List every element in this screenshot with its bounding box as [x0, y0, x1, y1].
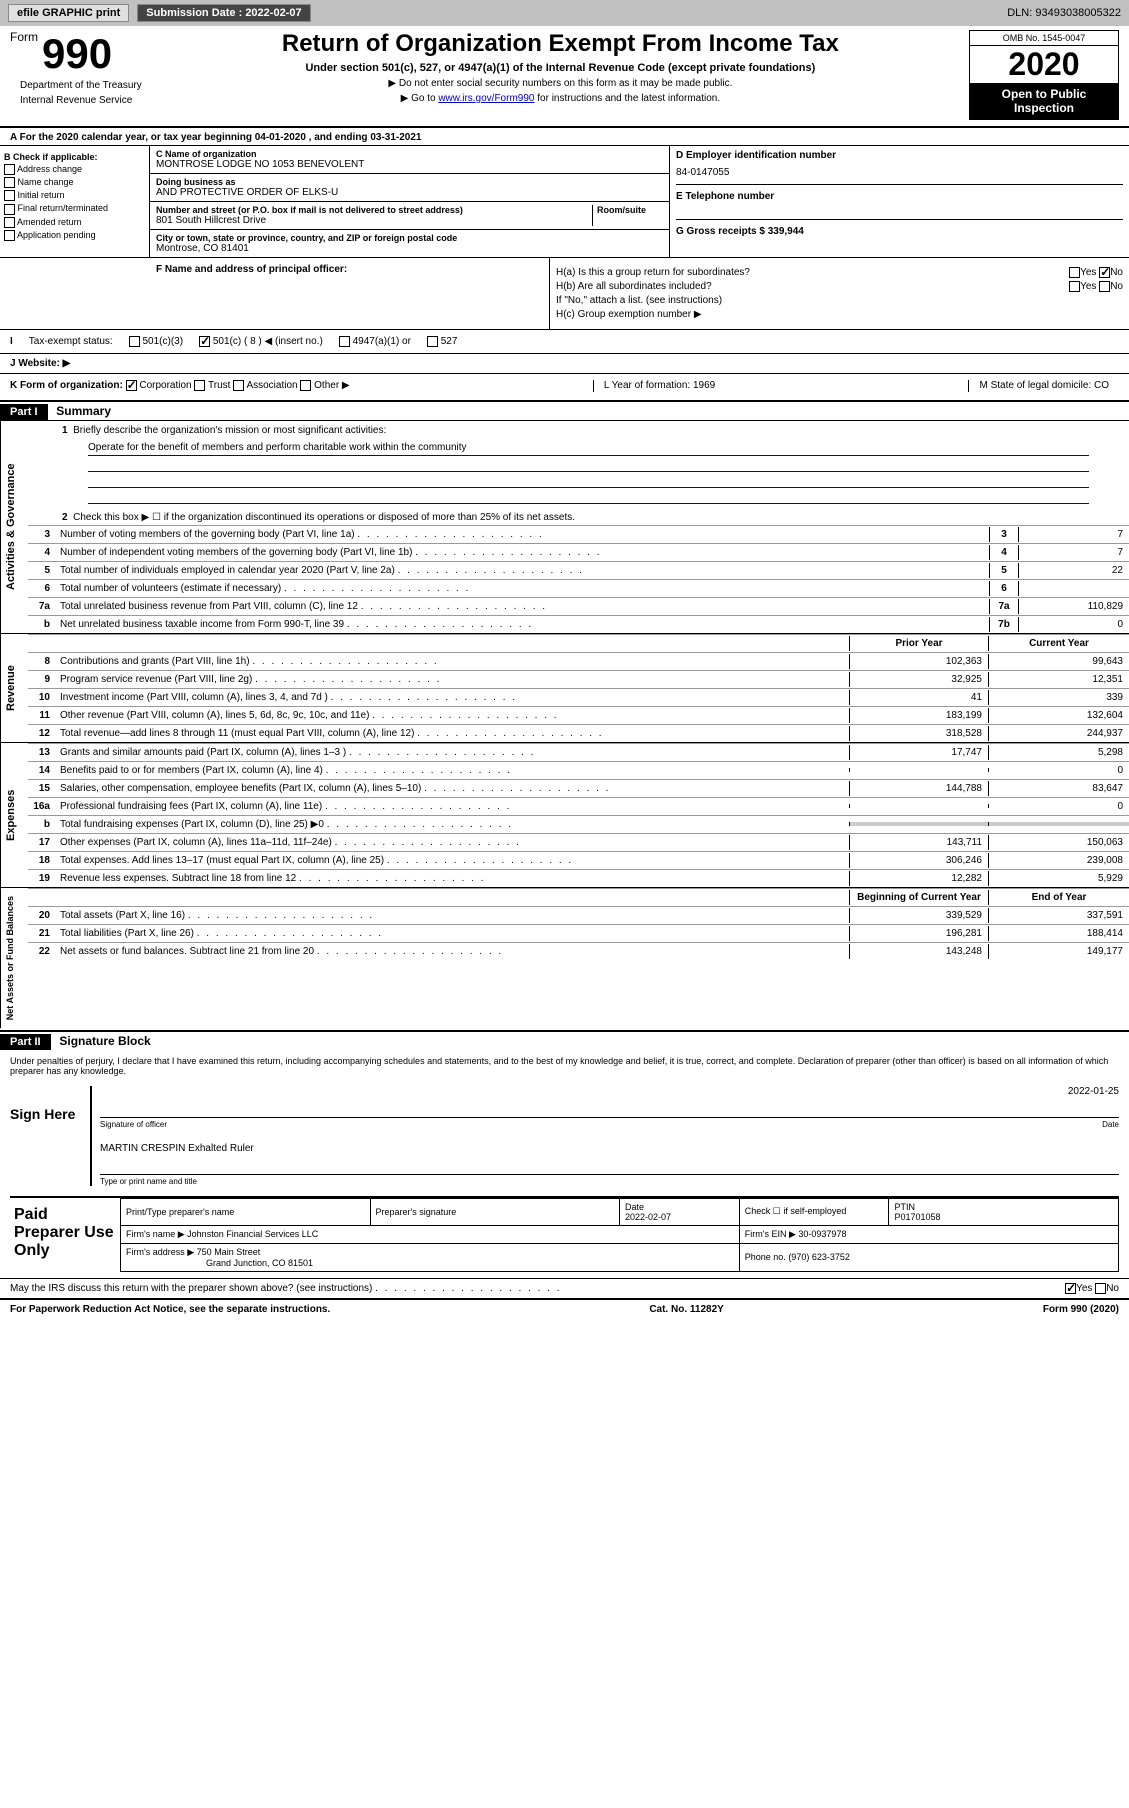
omb-number: OMB No. 1545-0047 [970, 31, 1118, 46]
address: 801 South Hillcrest Drive [156, 215, 266, 226]
net-line: 22Net assets or fund balances. Subtract … [28, 942, 1129, 960]
dln-label: DLN: 93493038005322 [1007, 7, 1121, 19]
expense-line: 15Salaries, other compensation, employee… [28, 779, 1129, 797]
irs-link[interactable]: www.irs.gov/Form990 [438, 93, 534, 104]
row-h-group: H(a) Is this a group return for subordin… [550, 258, 1129, 329]
revenue-line: 11Other revenue (Part VIII, column (A), … [28, 706, 1129, 724]
part-1-header: Part I Summary [0, 404, 1129, 420]
form-header: Form 990 Department of the Treasury Inte… [0, 26, 1129, 124]
tax-year: 2020 [970, 46, 1118, 83]
revenue-line: 12Total revenue—add lines 8 through 11 (… [28, 724, 1129, 742]
row-a-tax-year: A For the 2020 calendar year, or tax yea… [0, 130, 1129, 145]
net-line: 20Total assets (Part X, line 16) 339,529… [28, 906, 1129, 924]
col-c-org-info: C Name of organization MONTROSE LODGE NO… [150, 146, 670, 257]
form-subtitle: Under section 501(c), 527, or 4947(a)(1)… [162, 62, 959, 74]
dba: AND PROTECTIVE ORDER OF ELKS-U [156, 187, 338, 198]
top-toolbar: efile GRAPHIC print Submission Date : 20… [0, 0, 1129, 26]
form-title: Return of Organization Exempt From Incom… [162, 30, 959, 58]
efile-button[interactable]: efile GRAPHIC print [8, 4, 129, 22]
expense-line: 18Total expenses. Add lines 13–17 (must … [28, 851, 1129, 869]
perjury-text: Under penalties of perjury, I declare th… [10, 1056, 1119, 1076]
vtab-net-assets: Net Assets or Fund Balances [0, 888, 28, 1028]
instruction-1: ▶ Do not enter social security numbers o… [162, 78, 959, 89]
mission-text: Operate for the benefit of members and p… [88, 442, 1089, 456]
row-k-form-org: K Form of organization: Corporation Trus… [0, 373, 1129, 397]
revenue-line: 9Program service revenue (Part VIII, lin… [28, 670, 1129, 688]
revenue-line: 8Contributions and grants (Part VIII, li… [28, 652, 1129, 670]
expense-line: 16aProfessional fundraising fees (Part I… [28, 797, 1129, 815]
officer-name: MARTIN CRESPIN Exhalted Ruler [100, 1143, 1119, 1154]
vtab-expenses: Expenses [0, 743, 28, 887]
instruction-2: ▶ Go to www.irs.gov/Form990 for instruct… [162, 93, 959, 104]
summary-line: 4Number of independent voting members of… [28, 543, 1129, 561]
submission-date: Submission Date : 2022-02-07 [137, 4, 310, 22]
row-i-tax-status: I Tax-exempt status: 501(c)(3) 501(c) ( … [0, 329, 1129, 353]
expense-line: 19Revenue less expenses. Subtract line 1… [28, 869, 1129, 887]
discuss-row: May the IRS discuss this return with the… [0, 1278, 1129, 1298]
part-2-header: Part II Signature Block [0, 1034, 1129, 1050]
open-inspection: Open to PublicInspection [970, 83, 1118, 119]
form-word: Form [10, 30, 38, 44]
net-line: 21Total liabilities (Part X, line 26) 19… [28, 924, 1129, 942]
dept-treasury: Department of the Treasury [10, 78, 152, 93]
ein-value: 84-0147055 [676, 167, 1123, 178]
summary-line: 3Number of voting members of the governi… [28, 525, 1129, 543]
expense-line: 17Other expenses (Part IX, column (A), l… [28, 833, 1129, 851]
city-state-zip: Montrose, CO 81401 [156, 243, 249, 254]
expense-line: 14Benefits paid to or for members (Part … [28, 761, 1129, 779]
sig-date: 2022-01-25 [1068, 1086, 1119, 1097]
summary-line: 7aTotal unrelated business revenue from … [28, 597, 1129, 615]
row-f-officer: F Name and address of principal officer: [150, 258, 550, 329]
dept-irs: Internal Revenue Service [10, 93, 152, 108]
col-d-ein: D Employer identification number 84-0147… [670, 146, 1129, 257]
col-b-checkboxes: B Check if applicable: Address change Na… [0, 146, 150, 257]
summary-line: 5Total number of individuals employed in… [28, 561, 1129, 579]
vtab-revenue: Revenue [0, 634, 28, 742]
page-footer: For Paperwork Reduction Act Notice, see … [0, 1298, 1129, 1319]
paid-preparer-label: Paid Preparer Use Only [10, 1198, 120, 1272]
form-number: 990 [42, 30, 112, 78]
expense-line: 13Grants and similar amounts paid (Part … [28, 743, 1129, 761]
preparer-table: Print/Type preparer's name Preparer's si… [120, 1198, 1119, 1272]
revenue-line: 10Investment income (Part VIII, column (… [28, 688, 1129, 706]
expense-line: bTotal fundraising expenses (Part IX, co… [28, 815, 1129, 833]
summary-line: 6Total number of volunteers (estimate if… [28, 579, 1129, 597]
vtab-governance: Activities & Governance [0, 421, 28, 633]
org-name: MONTROSE LODGE NO 1053 BENEVOLENT [156, 159, 364, 170]
row-j-website: J Website: ▶ [0, 353, 1129, 373]
sign-here-label: Sign Here [10, 1086, 90, 1186]
summary-line: bNet unrelated business taxable income f… [28, 615, 1129, 633]
gross-receipts: G Gross receipts $ 339,944 [676, 226, 1123, 237]
